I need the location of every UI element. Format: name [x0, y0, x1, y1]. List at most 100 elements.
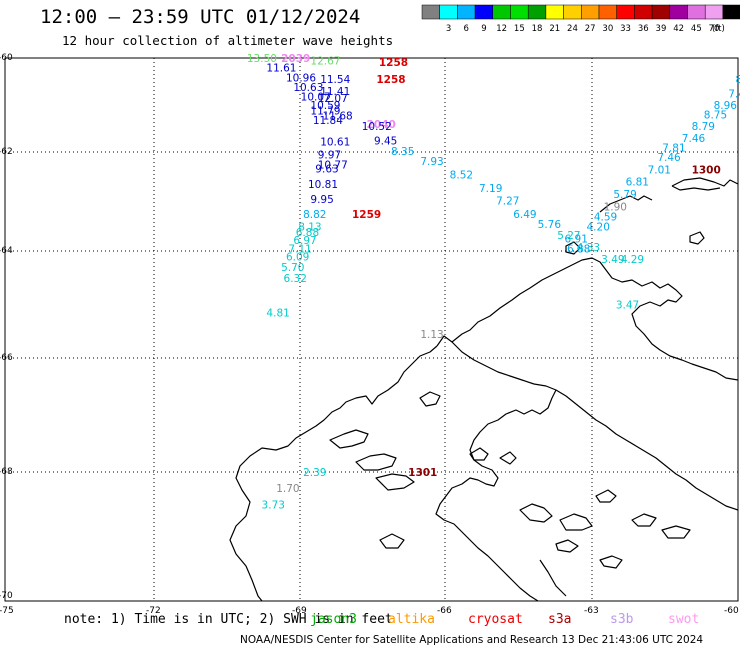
wave-height-label: 8.35 — [391, 146, 414, 158]
wave-height-label: 11.61 — [266, 62, 296, 74]
legend-swatch — [492, 4, 511, 20]
wave-height-label: 6.81 — [626, 177, 649, 189]
lat-label: -68 — [0, 467, 13, 477]
wave-height-label: 7.81 — [662, 142, 685, 154]
legend-value: 70 — [709, 24, 720, 34]
satellite-legend: jason3 altika cryosat s3a s3b swot — [0, 612, 740, 630]
legend-swatch — [474, 4, 494, 20]
satellite-altika: altika — [388, 612, 435, 627]
latitude-labels: -60 -62 -64 -66 -68 -70 — [0, 53, 13, 601]
satellite-swot: swot — [668, 612, 700, 627]
wave-height-label: 13.50 — [247, 53, 277, 65]
lat-label: -64 — [0, 246, 13, 256]
legend-value: 12 — [496, 24, 507, 34]
legend-value: 39 — [656, 24, 667, 34]
wave-height-label: 6.88 — [296, 227, 319, 239]
legend-unit: (ft) — [712, 24, 725, 34]
legend-swatch — [510, 4, 529, 20]
credit-line: NOAA/NESDIS Center for Satellite Applica… — [240, 634, 704, 646]
wave-height-label: 1.13 — [420, 329, 443, 341]
pass-time-label: 1258 — [379, 57, 408, 69]
legend-value: 3 — [446, 24, 451, 34]
wave-height-label: 10.96 — [286, 73, 316, 85]
pass-time-label: 1300 — [692, 164, 721, 176]
wave-height-label: 9.95 — [310, 194, 333, 206]
wave-height-label: 8.87 — [736, 74, 740, 86]
legend-swatch — [457, 4, 476, 20]
wave-height-label: 4.33 — [577, 242, 600, 254]
pass-time-label: 1259 — [352, 209, 381, 221]
wave-height-label: 11.68 — [323, 110, 353, 122]
lat-label: -70 — [0, 591, 13, 601]
wave-height-label: 8.52 — [450, 169, 473, 181]
legend-swatch — [527, 4, 547, 20]
legend-value: 9 — [481, 24, 486, 34]
lon-label: -66 — [437, 606, 452, 616]
wave-height-label: 11.79 — [310, 106, 340, 118]
wave-height-label: 6.49 — [513, 209, 536, 221]
wave-height-label: 1.70 — [276, 483, 299, 495]
wave-height-label: 3.47 — [616, 300, 639, 312]
legend-value: 21 — [549, 24, 560, 34]
legend-value: 30 — [602, 24, 613, 34]
wave-height-label: 10.07 — [301, 92, 331, 104]
wave-height-label: 6.91 — [565, 234, 588, 246]
legend-swatch — [439, 4, 458, 20]
pass-time-label: 2040 — [367, 119, 396, 131]
wave-height-label: 7.19 — [479, 183, 502, 195]
wave-height-label: 3.49 — [601, 254, 624, 266]
wave-height-label: 6.32 — [284, 273, 307, 285]
wave-height-label: 4.81 — [266, 308, 289, 320]
map-frame — [4, 57, 739, 602]
wave-height-label: 7.93 — [420, 156, 443, 168]
wave-height-label: 8.13 — [298, 221, 321, 233]
legend-value: 18 — [532, 24, 543, 34]
lat-label: -66 — [0, 353, 13, 363]
wave-height-label: 11.84 — [313, 115, 343, 127]
wave-height-label: 2.39 — [303, 467, 326, 479]
legend-swatch — [545, 4, 564, 20]
wave-height-label: 7.01 — [648, 164, 671, 176]
legend-swatch — [421, 4, 440, 20]
legend-value: 15 — [514, 24, 525, 34]
satellite-cryosat: cryosat — [468, 612, 523, 627]
wave-height-label: 10.61 — [320, 137, 350, 149]
wave-height-label: 7.46 — [657, 152, 681, 164]
legend-swatch — [651, 4, 671, 20]
wave-height-label: 5.79 — [613, 189, 636, 201]
wave-height-label: 7.11 — [288, 244, 311, 256]
legend-swatch — [722, 4, 740, 20]
legend-swatch — [616, 4, 635, 20]
satellite-jason3: jason3 — [310, 612, 357, 627]
legend-value: 45 — [691, 24, 702, 34]
wave-height-label: 8.96 — [714, 100, 738, 112]
legend-value: 24 — [567, 24, 578, 34]
map-title: 12:00 – 23:59 UTC 01/12/2024 — [40, 6, 361, 28]
wave-height-label: 8.75 — [704, 109, 727, 121]
wave-height-label: 6.97 — [293, 235, 316, 247]
map-subtitle: 12 hour collection of altimeter wave hei… — [62, 33, 394, 48]
wave-height-label: 5.70 — [281, 262, 304, 274]
wave-height-label: 10.59 — [310, 100, 340, 112]
legend-value: 27 — [585, 24, 596, 34]
wave-height-label: 7.46 — [682, 133, 706, 145]
color-legend: 3 6 9 12 15 18 21 24 27 30 33 36 39 42 45 70 — [421, 4, 740, 34]
wave-height-label: 12.07 — [318, 93, 348, 105]
lat-label: -62 — [0, 147, 13, 157]
pass-time-label: 1258 — [376, 74, 405, 86]
legend-value: 42 — [673, 24, 684, 34]
lat-label: -60 — [0, 53, 13, 63]
lon-label: -60 — [724, 606, 739, 616]
coastline — [229, 177, 739, 602]
wave-height-label: 11.41 — [320, 86, 350, 98]
note-text: note: 1) Time is in UTC; 2) SWH is in fe… — [64, 612, 393, 627]
pass-time-label: 1301 — [408, 467, 437, 479]
lon-label: -72 — [146, 606, 161, 616]
wave-height-label: 4.59 — [594, 211, 617, 223]
longitude-labels: -75 -72 -69 -66 -63 -60 — [0, 606, 739, 616]
lon-label: -75 — [0, 606, 14, 616]
wave-height-label: 5.76 — [538, 219, 562, 231]
wave-height-label: 10.77 — [318, 159, 348, 171]
